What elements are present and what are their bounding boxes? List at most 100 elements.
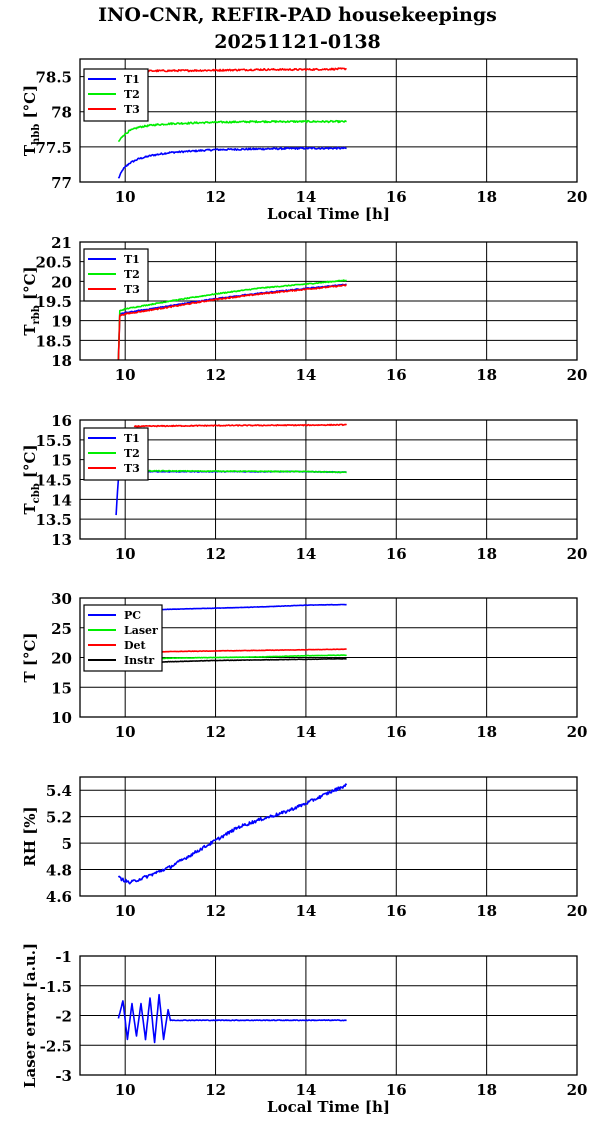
series-line-data [117,783,348,885]
x-tick-label: 20 [567,366,588,384]
x-tick-label: 14 [295,366,316,384]
x-tick-label: 12 [205,545,226,563]
y-tick-label: 77 [51,174,72,192]
legend: PC Laser Det Instr [83,604,163,672]
series-line-t3 [133,423,347,428]
legend-label-laser: Laser [124,624,158,637]
y-tick-label: 78 [51,104,72,122]
x-tick-label: 14 [295,1081,316,1099]
y-axis-label: Tcbb [°C] [21,444,42,514]
plot-frame [79,58,578,183]
x-tick-label: 18 [476,188,497,206]
x-tick-label: 18 [476,902,497,920]
y-tick-label: 5.2 [46,809,72,827]
y-tick-label: 21 [51,234,72,252]
plot-frame [79,776,578,897]
x-tick-label: 20 [567,902,588,920]
series-line-t3 [118,67,347,73]
y-tick-label: -3 [55,1067,72,1085]
y-tick-label: 5 [62,835,72,853]
x-tick-label: 18 [476,1081,497,1099]
legend-label-t1: T1 [124,73,140,86]
legend-label-t3: T3 [124,103,140,116]
y-tick-label: 20 [51,650,72,668]
x-tick-label: 20 [567,1081,588,1099]
y-tick-label: 10 [51,709,72,727]
x-tick-label: 14 [295,545,316,563]
y-tick-label: 13 [51,531,72,549]
x-tick-label: 10 [115,188,136,206]
x-tick-label: 18 [476,545,497,563]
x-tick-label: 20 [567,188,588,206]
y-tick-label: 78.5 [35,69,72,87]
y-tick-label: 16 [51,412,72,430]
x-tick-label: 16 [386,902,407,920]
y-axis-label: RH [%] [21,806,39,866]
series-line-t3 [117,284,347,361]
x-tick-label: 18 [476,723,497,741]
x-axis-label: Local Time [h] [267,1098,390,1116]
y-tick-label: -2 [55,1008,72,1026]
x-tick-label: 14 [295,723,316,741]
legend-label-instr: Instr [124,654,154,667]
legend-label-t2: T2 [124,447,140,460]
legend: T1 T2 T3 [83,68,149,122]
y-tick-label: 15.5 [35,432,72,450]
y-tick-label: 15 [51,679,72,697]
chart-title-line2: 20251121-0138 [214,31,381,53]
y-tick-label: 15 [51,452,72,470]
y-axis-label: Trbb [°C] [21,266,42,335]
chart-panel-1: 77 77.5 78 78.5 10 12 14 16 18 20 Local Time [h] Th… [21,58,588,223]
y-tick-label: 19.5 [35,293,72,311]
legend-label-t2: T2 [124,268,140,281]
x-axis-label: Local Time [h] [267,205,390,223]
y-tick-label: -2.5 [40,1037,72,1055]
legend-label-t3: T3 [124,462,140,475]
legend-label-pc: PC [124,609,141,622]
x-tick-label: 12 [205,188,226,206]
chart-panel-5: 4.6 4.8 5 5.2 5.4 10 12 14 16 18 20 RH [%] [21,776,588,920]
y-tick-label: 19 [51,313,72,331]
x-tick-label: 12 [205,723,226,741]
legend-label-t2: T2 [124,88,140,101]
series-line-t1 [117,283,347,361]
y-axis-label: Thbb [°C] [21,85,42,156]
x-tick-label: 14 [295,902,316,920]
series-line-t2 [117,119,347,143]
legend-label-t1: T1 [124,432,140,445]
x-tick-label: 16 [386,545,407,563]
x-tick-label: 16 [386,1081,407,1099]
y-tick-label: 13.5 [35,511,72,529]
plot-frame [79,241,578,361]
legend-label-t3: T3 [124,283,140,296]
x-tick-label: 10 [115,545,136,563]
legend-label-t1: T1 [124,253,140,266]
y-tick-label: 20.5 [35,254,72,272]
x-tick-label: 14 [295,188,316,206]
plot-frame [79,955,578,1076]
x-tick-label: 12 [205,1081,226,1099]
x-tick-label: 10 [115,902,136,920]
x-tick-label: 10 [115,723,136,741]
y-tick-label: 18.5 [35,332,72,350]
y-tick-label: 77.5 [35,139,72,157]
plot-frame [79,597,578,718]
legend: T1 T2 T3 [83,427,149,481]
chart-title-line1: INO-CNR, REFIR-PAD housekeepings [98,4,497,26]
plot-frame [79,419,578,540]
x-tick-label: 16 [386,366,407,384]
x-tick-label: 10 [115,366,136,384]
y-tick-label: 5.4 [46,782,72,800]
y-tick-label: 4.6 [46,888,72,906]
y-tick-label: 25 [51,620,72,638]
chart-panel-6: -3 -2.5 -2 -1.5 -1 10 12 14 16 18 20 Local Time [h]… [21,943,587,1116]
series-line-t1 [117,146,347,179]
series-line-data [117,993,347,1044]
legend: T1 T2 T3 [83,248,149,302]
x-tick-label: 16 [386,723,407,741]
y-tick-label: 14.5 [35,472,72,490]
series-line-t2 [118,469,347,474]
